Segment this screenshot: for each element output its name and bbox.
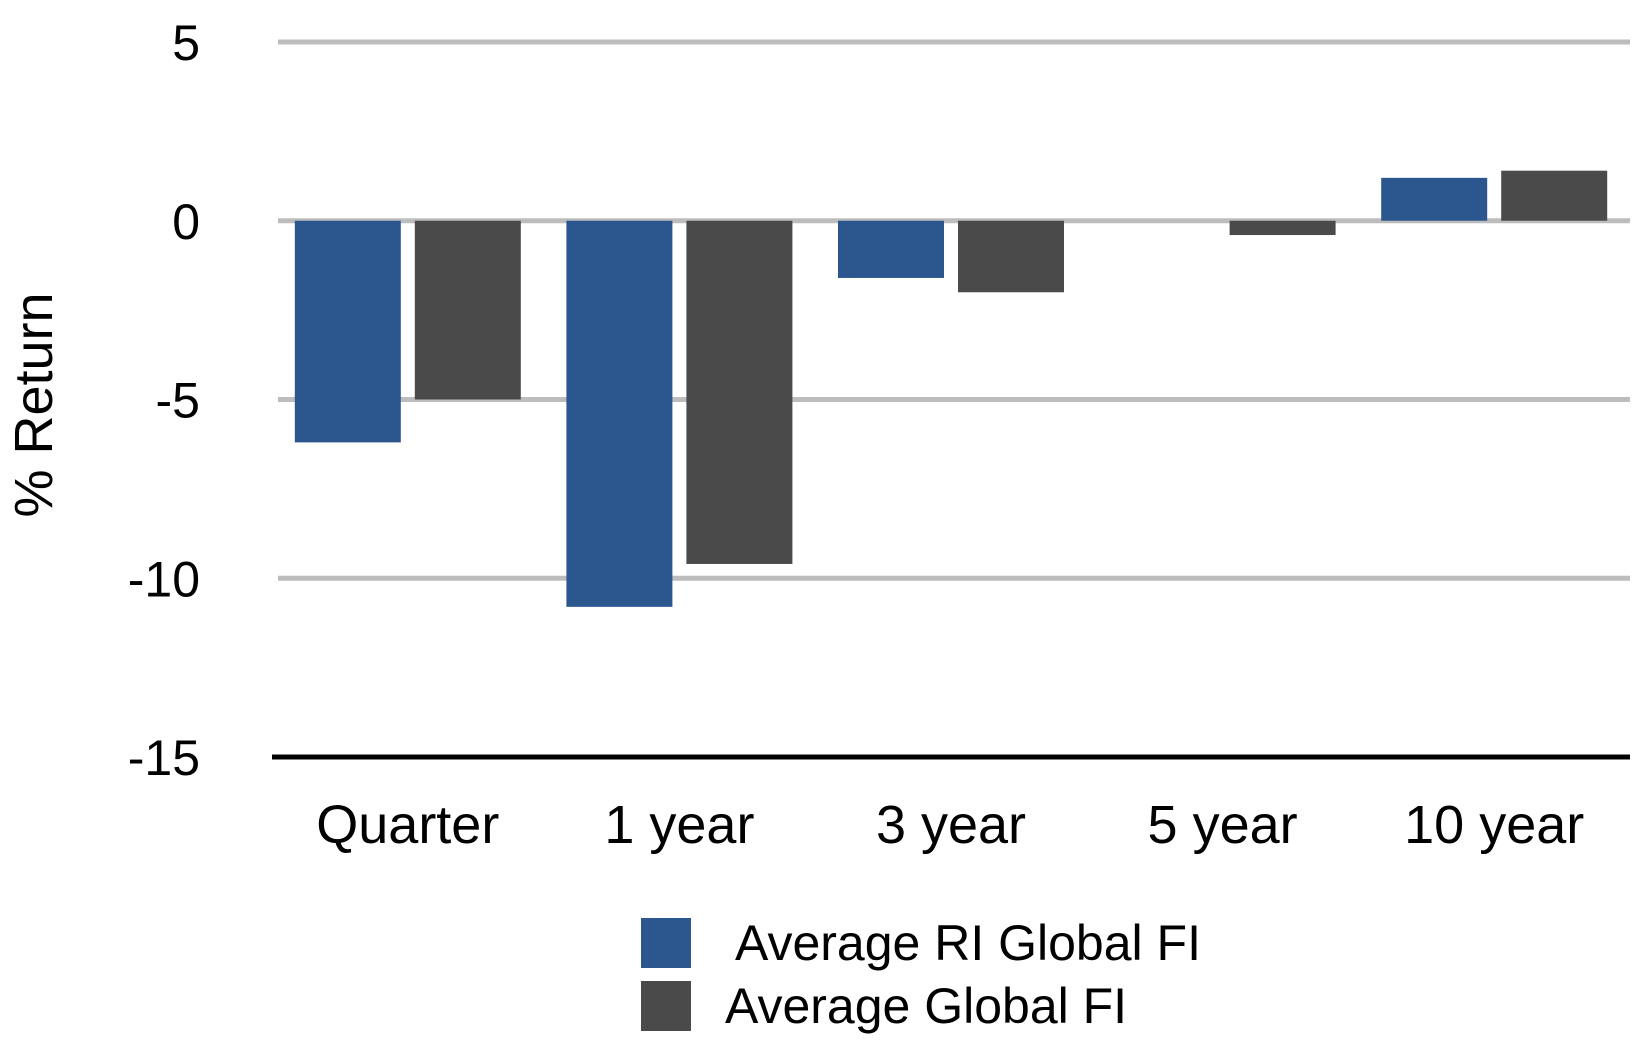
- legend-label: Average RI Global FI: [735, 915, 1201, 971]
- x-category-label: 3 year: [876, 795, 1026, 855]
- bar-global-fi: [1229, 220, 1336, 236]
- bar-global-fi: [414, 220, 521, 400]
- legend: Average RI Global FI Average Global FI: [641, 915, 1201, 1034]
- y-axis-ticks: 5 0 -5 -10 -15: [128, 15, 200, 786]
- bars: [294, 170, 1608, 607]
- y-tick-label: 0: [172, 194, 200, 250]
- bar-ri-global-fi: [1381, 177, 1488, 221]
- x-category-label: 1 year: [604, 795, 754, 855]
- bar-ri-global-fi: [566, 220, 673, 607]
- x-category-label: 10 year: [1404, 795, 1584, 855]
- y-tick-label: -5: [156, 373, 200, 429]
- bar-ri-global-fi: [838, 220, 944, 278]
- bar-ri-global-fi: [294, 220, 401, 443]
- bar-global-fi: [1501, 170, 1608, 221]
- x-category-label: Quarter: [316, 795, 499, 855]
- y-axis-label: % Return: [4, 292, 64, 517]
- bar-global-fi: [958, 220, 1064, 293]
- legend-swatch: [641, 918, 691, 968]
- y-tick-label: -10: [128, 551, 200, 607]
- bar-global-fi: [686, 220, 793, 564]
- y-tick-label: 5: [172, 15, 200, 71]
- y-tick-label: -15: [128, 730, 200, 786]
- x-axis-categories: Quarter 1 year 3 year 5 year 10 year: [316, 795, 1584, 855]
- legend-label: Average Global FI: [725, 978, 1127, 1034]
- legend-swatch: [641, 981, 691, 1031]
- x-category-label: 5 year: [1148, 795, 1298, 855]
